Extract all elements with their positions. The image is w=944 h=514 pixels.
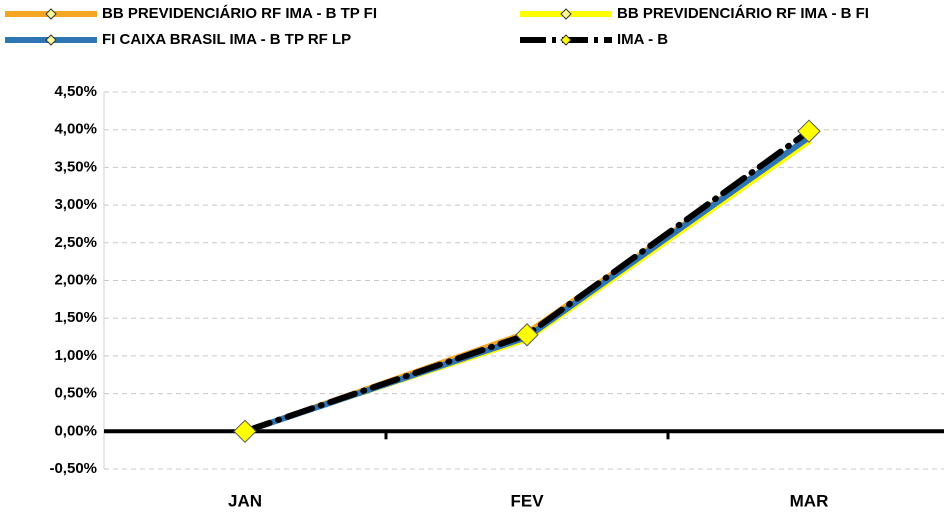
y-tick-label: 1,00% [54, 347, 97, 364]
y-tick-label: 1,50% [54, 309, 97, 326]
y-tick-label: 0,50% [54, 385, 97, 402]
legend-label: FI CAIXA BRASIL IMA - B TP RF LP [102, 31, 351, 48]
x-tick-label: JAN [228, 491, 262, 510]
legend-label: BB PREVIDENCIÁRIO RF IMA - B TP FI [102, 5, 377, 22]
y-tick-label: 4,50% [54, 83, 97, 100]
series-line [243, 140, 811, 434]
x-tick-label: MAR [790, 491, 829, 510]
series-line [242, 128, 812, 435]
series-line [242, 134, 812, 434]
y-tick-label: 2,50% [54, 234, 97, 251]
legend-label: BB PREVIDENCIÁRIO RF IMA - B FI [617, 5, 869, 22]
y-tick-label: 0,00% [54, 422, 97, 439]
y-tick-label: 2,00% [54, 271, 97, 288]
legend-marker [45, 34, 57, 46]
series-marker [797, 119, 821, 143]
legend-marker [560, 34, 572, 46]
series-marker [515, 323, 539, 347]
series-line [242, 134, 812, 435]
series-marker [233, 419, 257, 444]
y-tick-label: -0,50% [49, 460, 97, 477]
y-tick-label: 3,50% [54, 158, 97, 175]
y-tick-label: 4,00% [54, 121, 97, 138]
y-tick-label: 3,00% [54, 196, 97, 213]
legend-marker [560, 8, 572, 20]
x-tick-label: FEV [510, 491, 544, 510]
legend-label: IMA - B [617, 31, 668, 48]
legend-marker [45, 8, 57, 20]
